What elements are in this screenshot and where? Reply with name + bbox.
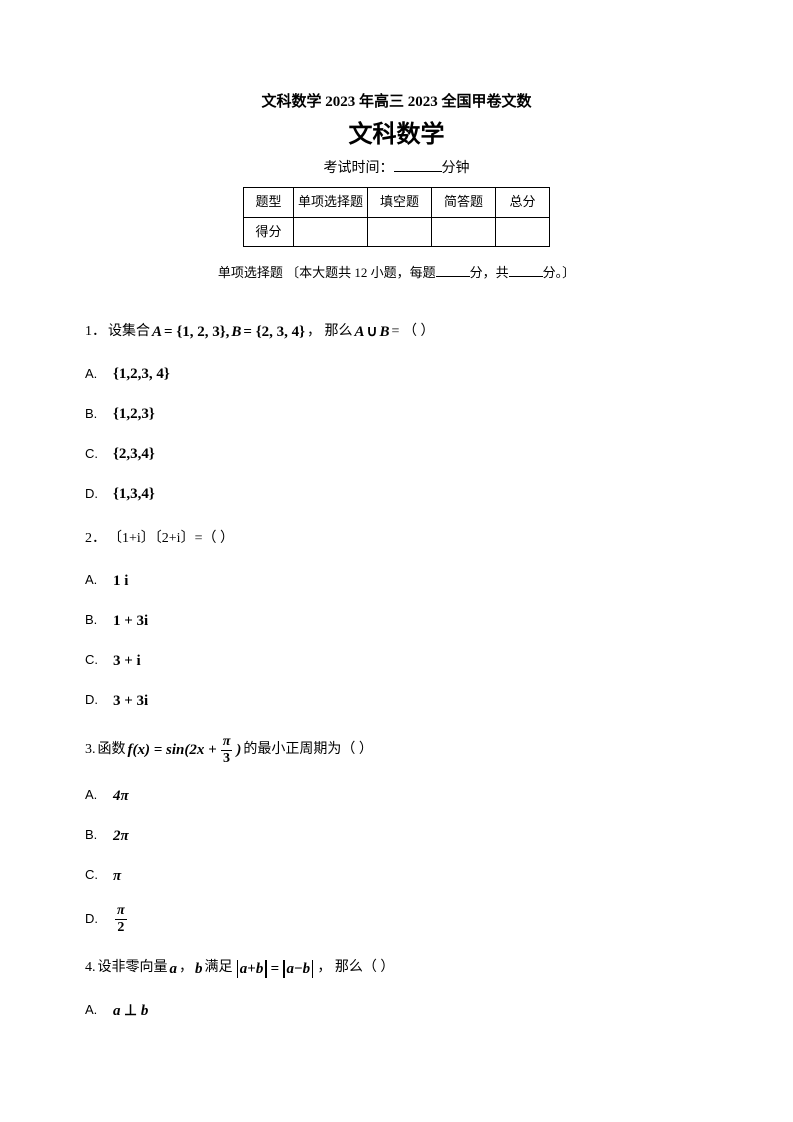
option-b: B.1 + 3i <box>85 609 708 633</box>
fraction: π 3 <box>221 735 233 766</box>
option-d: D.{1,3,4} <box>85 482 708 506</box>
option-a: A.{1,2,3, 4} <box>85 362 708 386</box>
table-row: 题型 单项选择题 填空题 简答题 总分 <box>244 187 550 217</box>
section-heading: 单项选择题 〔本大题共 12 小题，每题分，共分。〕 <box>85 263 708 284</box>
question-1: 1． 设集合 A = {1, 2, 3}, B = {2, 3, 4} ， 那么… <box>85 320 708 506</box>
option-a: A.1 i <box>85 569 708 593</box>
header-title: 文科数学 <box>85 116 708 154</box>
question-stem: 4. 设非零向量 a ， b 满足 a + b = a − b ， 那么（ ） <box>85 957 708 981</box>
option-d: D. π 2 <box>85 904 708 935</box>
header-supertitle: 文科数学 2023 年高三 2023 全国甲卷文数 <box>85 90 708 114</box>
option-b: B.{1,2,3} <box>85 402 708 426</box>
blank-time <box>394 158 442 172</box>
option-b: B.2π <box>85 824 708 848</box>
blank-totalscore <box>509 265 543 277</box>
question-stem: 1． 设集合 A = {1, 2, 3}, B = {2, 3, 4} ， 那么… <box>85 320 708 344</box>
option-a: A.4π <box>85 784 708 808</box>
question-stem: 3. 函数 f(x) = sin(2x + π 3 ) 的最小正周期为（ ） <box>85 735 708 766</box>
blank-perscore <box>436 265 470 277</box>
fraction: π 2 <box>115 904 127 935</box>
option-c: C.3 + i <box>85 649 708 673</box>
question-2: 2． 〔1+i〕〔2+i〕=（ ） A.1 i B.1 + 3i C.3 + i… <box>85 528 708 712</box>
option-c: C.{2,3,4} <box>85 442 708 466</box>
question-3: 3. 函数 f(x) = sin(2x + π 3 ) 的最小正周期为（ ） A… <box>85 735 708 935</box>
table-row: 得分 <box>244 217 550 247</box>
score-table: 题型 单项选择题 填空题 简答题 总分 得分 <box>243 187 550 248</box>
option-c: C.π <box>85 864 708 888</box>
abs-expr: a + b <box>235 957 269 981</box>
option-d: D.3 + 3i <box>85 689 708 713</box>
abs-expr: a − b <box>281 957 315 981</box>
question-stem: 2． 〔1+i〕〔2+i〕=（ ） <box>85 528 708 550</box>
header-examtime: 考试时间：分钟 <box>85 158 708 180</box>
question-4: 4. 设非零向量 a ， b 满足 a + b = a − b ， 那么（ ） … <box>85 957 708 1023</box>
header: 文科数学 2023 年高三 2023 全国甲卷文数 文科数学 考试时间：分钟 题… <box>85 90 708 284</box>
option-a: A. a ⊥ b <box>85 999 708 1023</box>
